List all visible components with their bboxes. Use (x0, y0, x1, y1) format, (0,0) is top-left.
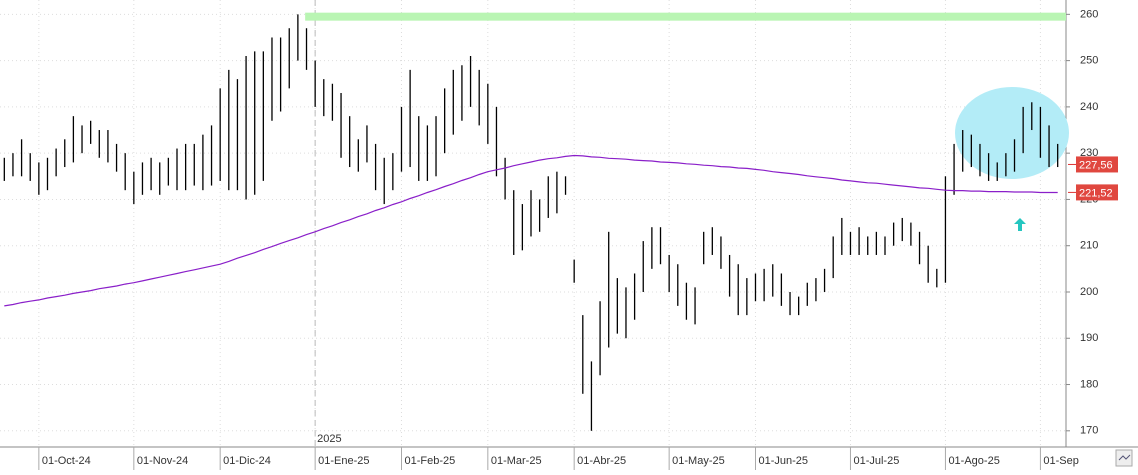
y-tick-label: 250 (1080, 55, 1098, 67)
x-tick-label: 01-Jun-25 (758, 455, 808, 467)
y-tick-label: 240 (1080, 101, 1098, 113)
price-tag (1076, 156, 1118, 173)
price-tag-label: 221,52 (1079, 187, 1113, 199)
x-tick-label: 01-Sep (1043, 455, 1078, 467)
year-label: 2025 (317, 433, 341, 445)
price-tag (1076, 184, 1118, 201)
x-tick-label: 01-Ene-25 (318, 455, 369, 467)
corner-icon (1118, 454, 1131, 461)
x-tick-label: 01-Ago-25 (948, 455, 999, 467)
x-tick-label: 01-Oct-24 (42, 455, 91, 467)
x-tick-label: 01-Mar-25 (491, 455, 542, 467)
y-tick-label: 260 (1080, 8, 1098, 20)
y-tick-label: 230 (1080, 147, 1098, 159)
y-tick-label: 190 (1080, 332, 1098, 344)
x-tick-label: 01-Nov-24 (137, 455, 188, 467)
x-tick-label: 01-Dic-24 (223, 455, 271, 467)
y-tick-label: 210 (1080, 240, 1098, 252)
x-tick-label: 01-May-25 (672, 455, 725, 467)
corner-button[interactable] (1115, 449, 1133, 467)
moving-average (4, 154, 1058, 307)
y-tick-label: 170 (1080, 425, 1098, 437)
x-tick-label: 01-Jul-25 (853, 455, 899, 467)
arrow-icon (1014, 218, 1026, 231)
highlight-ellipse (955, 87, 1069, 179)
level-band (305, 12, 1066, 21)
x-tick-label: 01-Feb-25 (404, 455, 455, 467)
x-tick-label: 01-Abr-25 (577, 455, 626, 467)
y-tick-label: 200 (1080, 286, 1098, 298)
y-tick-label: 180 (1080, 378, 1098, 390)
price-tag-label: 227,56 (1079, 159, 1113, 171)
